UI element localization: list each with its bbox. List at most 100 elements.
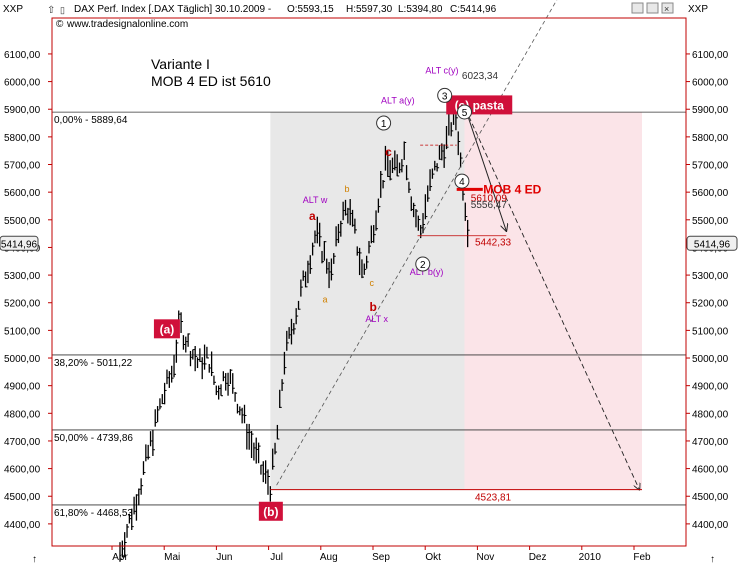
trend-line-dashed [276, 0, 558, 486]
value-6023: 6023,34 [462, 71, 499, 82]
y-tick-label-left: 5900,00 [4, 105, 41, 116]
wave-b-box [258, 501, 283, 521]
label-alt-b-y: ALT b(y) [410, 267, 444, 277]
current-price-left-text: 5414,96 [1, 239, 38, 250]
fib-label: 50,00% - 4739,86 [54, 433, 133, 444]
plot-frame [51, 17, 687, 547]
y-tick-label-right: 5700,00 [692, 161, 729, 172]
low-value: L:5394,80 [398, 4, 443, 15]
label-alt-x: ALT x [365, 314, 388, 324]
y-tick-label-left: 5500,00 [4, 216, 41, 227]
wave-circle-2-text: 2 [420, 260, 426, 271]
orange-b: b [344, 184, 349, 194]
current-price-left [0, 235, 39, 251]
fib-label: 61,80% - 4468,53 [54, 508, 133, 519]
arrow-icon: ⇧ [47, 5, 55, 16]
wave-circle-4-text: 4 [459, 177, 465, 188]
y-tick-label-right: 5900,00 [692, 105, 729, 116]
value-5442: 5442,33 [475, 238, 512, 249]
value-5556: 5556,47 [471, 200, 508, 211]
label-alt-w: ALT w [303, 195, 328, 205]
y-tick-label-right: 5100,00 [692, 326, 729, 337]
y-tick-label-right: 5300,00 [692, 271, 729, 282]
y-tick-label-right: 5000,00 [692, 354, 729, 365]
current-price-right [686, 235, 738, 251]
close-icon: × [664, 4, 669, 14]
projection-arrow-short [465, 109, 507, 231]
plot-area: 0,00% - 5889,64 38,20% - 5011,22 50,00% - … [52, 0, 686, 562]
label-alt-c-y: ALT c(y) [425, 65, 458, 75]
mob-note: MOB 4 ED ist 5610 [151, 73, 271, 89]
y-tick-label-left: 5700,00 [4, 161, 41, 172]
y-tick-label-left: 5600,00 [4, 188, 41, 199]
y-tick-label-right: 6000,00 [692, 78, 729, 89]
y-tick-label-left: 5300,00 [4, 271, 41, 282]
lock-icon: ▯ [60, 5, 65, 15]
y-tick-label-left: 5200,00 [4, 299, 41, 310]
target-value: 4523,81 [475, 493, 512, 504]
y-tick-label-left: 5800,00 [4, 133, 41, 144]
fib-label: 38,20% - 5011,22 [54, 358, 133, 369]
wave-letter-c: c [385, 145, 392, 159]
y-tick-label-right: 4500,00 [692, 492, 729, 503]
chart-title: DAX Perf. Index [.DAX Täglich] 30.10.200… [74, 4, 271, 15]
y-tick-label-left: 6100,00 [4, 50, 41, 61]
wave-letter-b: b [370, 300, 377, 314]
wave-b-box-text: (b) [263, 505, 278, 519]
copyright-icon: © [56, 19, 64, 30]
y-tick-label-right: 5800,00 [692, 133, 729, 144]
orange-c: c [370, 278, 375, 288]
y-tick-label-right: 5600,00 [692, 188, 729, 199]
y-tick-label-left: 4800,00 [4, 409, 41, 420]
y-tick-label-right: 4800,00 [692, 409, 729, 420]
maximize-button[interactable] [646, 2, 659, 14]
scroll-up-icon[interactable]: ↑ [32, 554, 37, 565]
x-tick-label: Apr [112, 552, 128, 563]
close-value: C:5414,96 [450, 4, 497, 15]
wave-circle-2 [415, 256, 431, 272]
x-tick-label: Mai [164, 552, 180, 563]
x-tick-label: Feb [633, 552, 651, 563]
wave-circle-3 [437, 87, 453, 103]
axes: 6100,00 6100,00 6000,00 6000,00 5900,00 5900,… [0, 17, 738, 565]
y-tick-label-left: 4700,00 [4, 437, 41, 448]
value-5610: 5610,09 [471, 193, 508, 204]
y-tick-label-right: 4700,00 [692, 437, 729, 448]
projection-arrow-long [465, 109, 640, 489]
y-tick-label-left: 4500,00 [4, 492, 41, 503]
y-tick-label-right: 6100,00 [692, 50, 729, 61]
wave-circle-4 [454, 173, 470, 189]
x-tick-label: Sep [372, 552, 390, 563]
x-tick-label: Nov [477, 552, 495, 563]
fib-label: 0,00% - 5889,64 [54, 115, 128, 126]
wave-circle-1 [376, 115, 392, 131]
close-button[interactable] [661, 2, 674, 14]
wave-letter-a: a [309, 209, 316, 223]
x-tick-label: 2010 [579, 552, 602, 563]
x-tick-label: Aug [320, 552, 338, 563]
label-alt-a-y: ALT a(y) [381, 96, 415, 106]
y-tick-label-left: 5100,00 [4, 326, 41, 337]
y-tick-label-left: 6000,00 [4, 78, 41, 89]
wave-circle-5-text: 5 [462, 108, 468, 119]
orange-a: a [323, 295, 328, 305]
y-tick-label-right: 4600,00 [692, 465, 729, 476]
x-tick-label: Okt [425, 552, 441, 563]
symbol-left: XXP [3, 4, 23, 15]
scroll-up-icon-right[interactable]: ↑ [710, 554, 715, 565]
y-tick-label-left: 4900,00 [4, 382, 41, 393]
restore-button[interactable] [631, 2, 644, 14]
variant-title: Variante I [151, 56, 210, 72]
mob-label: MOB 4 ED [483, 182, 541, 196]
current-price-right-text: 5414,96 [694, 239, 731, 250]
y-tick-label-left: 4400,00 [4, 520, 41, 531]
y-tick-label-right: 4900,00 [692, 382, 729, 393]
y-tick-label-left: 4600,00 [4, 465, 41, 476]
y-tick-label-left: 5000,00 [4, 354, 41, 365]
x-tick-label: Jun [216, 552, 232, 563]
open-value: O:5593,15 [287, 4, 334, 15]
website: www.tradesignalonline.com [66, 19, 188, 30]
